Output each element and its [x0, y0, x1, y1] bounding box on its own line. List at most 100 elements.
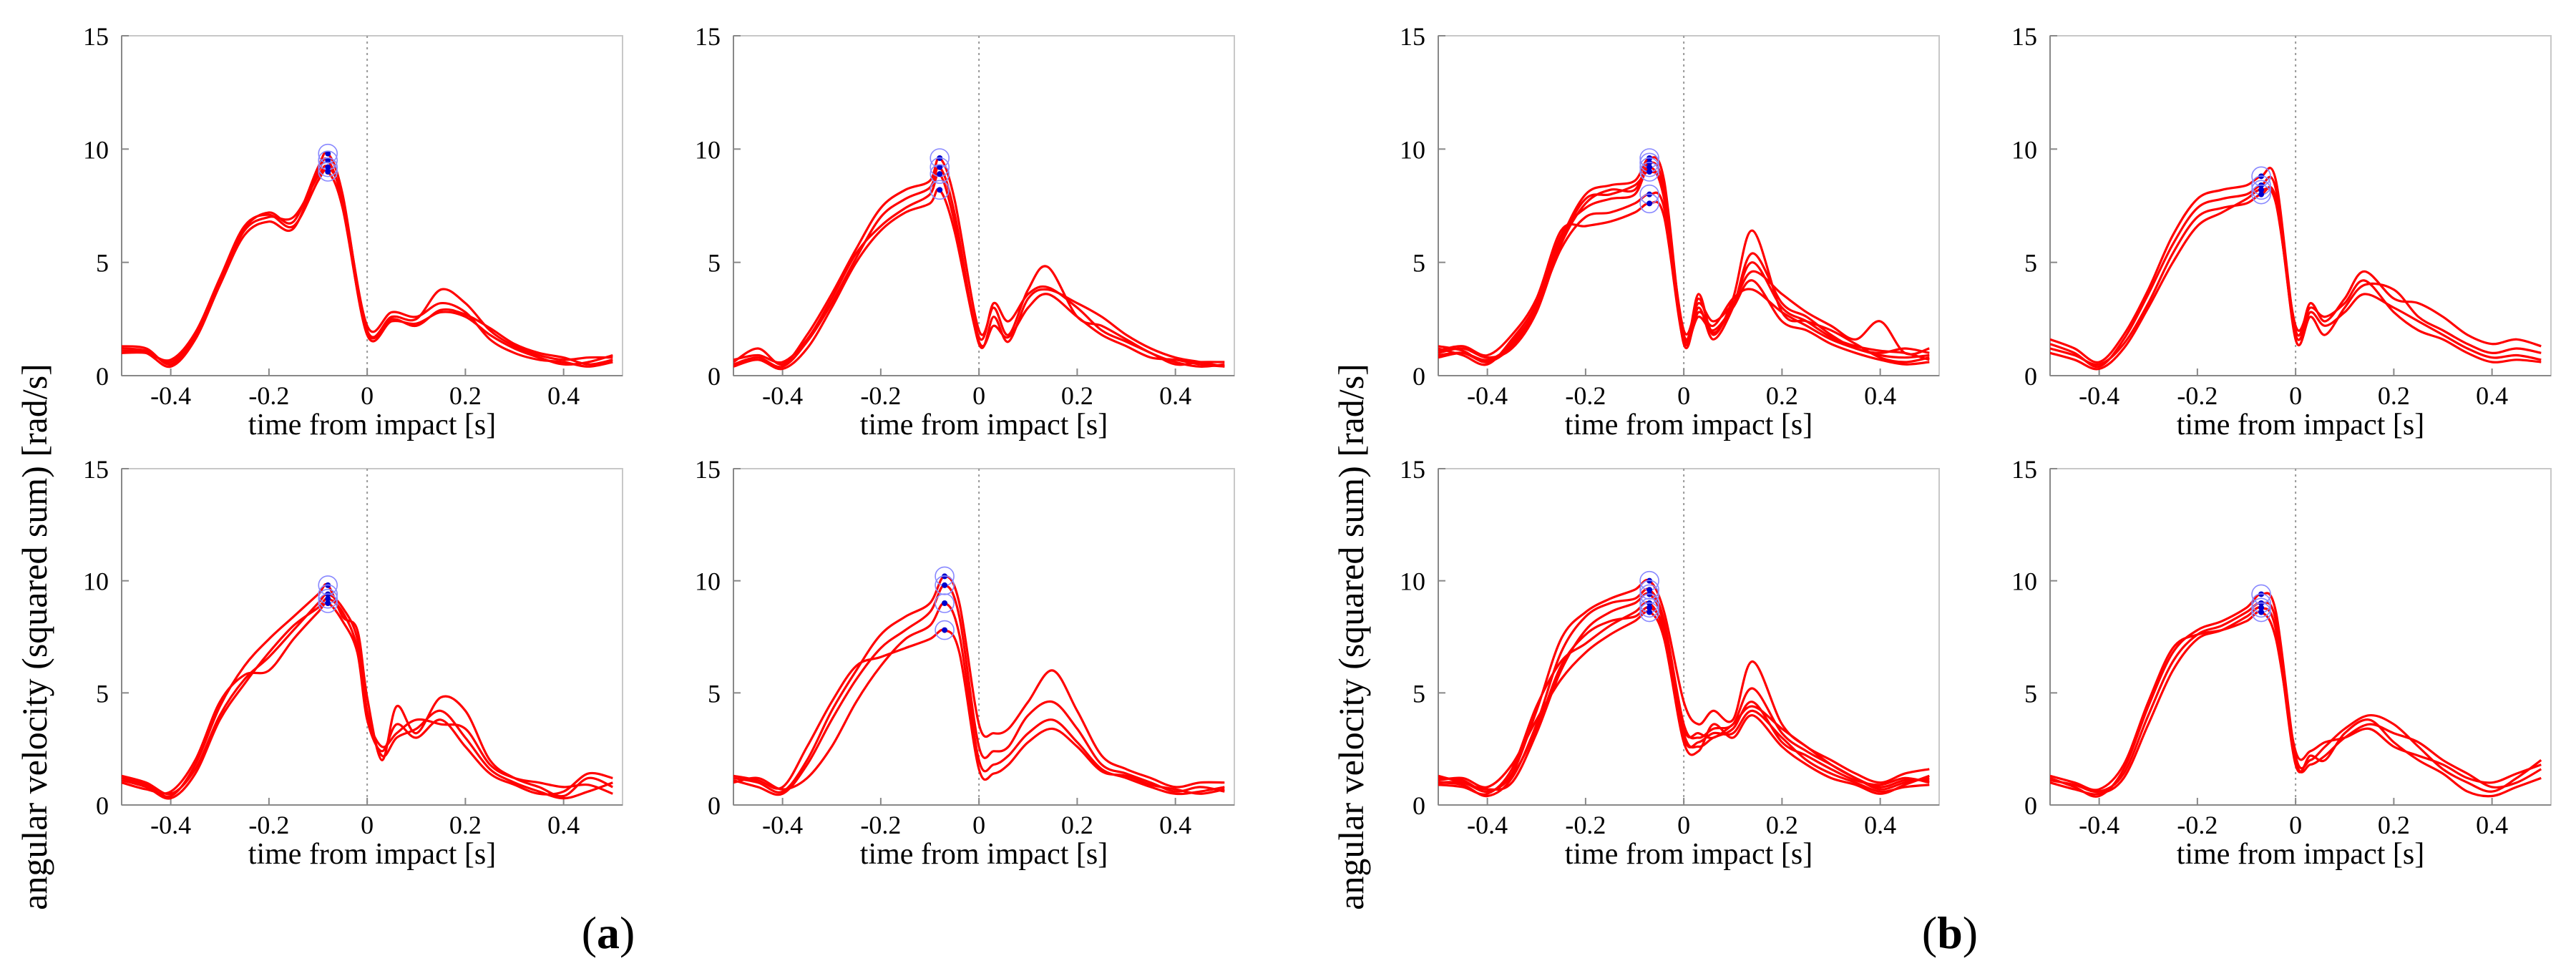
x-tick-label: 0.2	[2378, 811, 2410, 839]
peak-circle	[1639, 157, 1659, 177]
series-line-1	[122, 583, 613, 798]
x-tick-label: 0.4	[2476, 811, 2508, 839]
peak-point	[1646, 609, 1653, 615]
x-tick-label: 0.2	[1766, 381, 1798, 410]
x-tick-label: 0.2	[449, 811, 482, 839]
peak-point	[325, 150, 331, 157]
y-tick-label: 10	[2011, 567, 2037, 596]
series-line-3	[122, 165, 613, 368]
plot-frame	[733, 468, 1235, 806]
peak-circle	[2251, 602, 2271, 623]
peak-circle	[2251, 597, 2271, 618]
series-line-2	[733, 584, 1225, 796]
x-axis-label: time from impact [s]	[248, 409, 496, 441]
peak-circle	[935, 593, 955, 613]
series-group	[122, 583, 613, 800]
peak-circle	[930, 180, 950, 200]
y-tick-label: 15	[1400, 22, 1425, 51]
x-tick-label: -0.4	[1467, 381, 1508, 410]
x-tick-label: -0.4	[762, 381, 803, 410]
x-tick-label: 0.2	[2378, 381, 2410, 410]
peak-point	[325, 169, 331, 175]
peak-point	[942, 627, 948, 633]
peak-circle	[1639, 580, 1659, 600]
peak-point	[2258, 187, 2265, 193]
x-tick-label: -0.4	[2079, 381, 2119, 410]
series-line-4	[733, 628, 1225, 795]
y-tick-label: 5	[96, 679, 109, 708]
x-axis-label: time from impact [s]	[860, 838, 1108, 871]
peak-point	[1646, 587, 1653, 593]
y-tick-label: 5	[708, 249, 721, 278]
series-group	[733, 157, 1225, 371]
series-line-3	[1438, 592, 1930, 791]
y-tick-label: 10	[695, 135, 721, 164]
peak-circle	[318, 162, 338, 182]
x-tick-label: -0.2	[860, 811, 901, 839]
peak-point	[2258, 191, 2265, 197]
x-tick-label: 0.2	[1766, 811, 1798, 839]
x-tick-label: 0	[1677, 811, 1690, 839]
peak-circle	[935, 620, 955, 640]
x-axis-label: time from impact [s]	[1565, 409, 1813, 441]
series-group	[733, 575, 1225, 796]
x-tick-label: -0.2	[2177, 811, 2218, 839]
y-tick-label: 5	[2024, 679, 2037, 708]
y-tick-label: 15	[695, 455, 721, 484]
peak-circle	[1639, 602, 1659, 623]
series-line-4	[122, 602, 613, 796]
series-line-1	[733, 575, 1225, 794]
x-tick-label: 0	[2289, 381, 2302, 410]
x-tick-label: 0	[1677, 381, 1690, 410]
peak-point	[325, 164, 331, 170]
y-tick-label: 5	[1413, 249, 1425, 278]
series-line-6	[1438, 606, 1930, 793]
peak-point	[1646, 200, 1653, 207]
series-line-1	[733, 157, 1225, 368]
y-tick-label: 10	[695, 567, 721, 596]
y-tick-label: 15	[2011, 22, 2037, 51]
plot-frame	[121, 35, 623, 376]
chart-b-top-left: -0.4 -0.2 0 0.2 0.4 0 5 10 15 time from impact [s…	[14, 363, 623, 910]
y-axis-label: angular velocity (squared sum) [rad/s]	[14, 363, 54, 910]
y-tick-label: 0	[96, 791, 109, 820]
y-tick-label: 5	[96, 249, 109, 278]
x-tick-label: 0	[972, 811, 985, 839]
series-group	[1438, 578, 1930, 798]
series-group	[2050, 167, 2542, 371]
series-line-3	[2050, 185, 2542, 366]
x-tick-label: -0.2	[860, 381, 901, 410]
x-axis-label: time from impact [s]	[860, 409, 1108, 441]
series-line-4	[2050, 187, 2542, 371]
x-tick-label: 0.4	[547, 811, 580, 839]
peak-circle	[1639, 162, 1659, 182]
peak-point	[1646, 164, 1653, 170]
x-tick-label: -0.2	[2177, 381, 2218, 410]
chart-b-bottom-left: -0.4 -0.2 0 0.2 0.4 0 5 10 15 time from impact [s…	[1331, 363, 1940, 910]
x-tick-label: 0.4	[1864, 381, 1896, 410]
x-tick-label: -0.4	[150, 811, 191, 839]
y-tick-label: 10	[83, 567, 109, 596]
series-group	[1438, 156, 1930, 366]
x-tick-label: 0	[2289, 811, 2302, 839]
x-axis-label: time from impact [s]	[248, 838, 496, 871]
plot-frame	[1438, 35, 1940, 376]
x-tick-label: 0.4	[2476, 381, 2508, 410]
y-tick-label: 5	[708, 679, 721, 708]
series-line-6	[1438, 170, 1930, 363]
series-line-5	[1438, 610, 1930, 795]
peak-circle	[318, 588, 338, 609]
x-tick-label: 0.4	[1864, 811, 1896, 839]
series-line-4	[122, 168, 613, 366]
peak-circle	[930, 164, 950, 184]
peak-point	[937, 164, 943, 170]
y-tick-label: 15	[2011, 455, 2037, 484]
x-tick-label: 0.4	[1159, 811, 1191, 839]
x-tick-label: 0	[361, 381, 374, 410]
x-tick-label: -0.4	[2079, 811, 2119, 839]
peak-circle	[2251, 184, 2271, 205]
peak-point	[325, 157, 331, 164]
x-tick-label: 0	[361, 811, 374, 839]
x-tick-label: 0	[972, 381, 985, 410]
peak-circle	[1639, 597, 1659, 618]
